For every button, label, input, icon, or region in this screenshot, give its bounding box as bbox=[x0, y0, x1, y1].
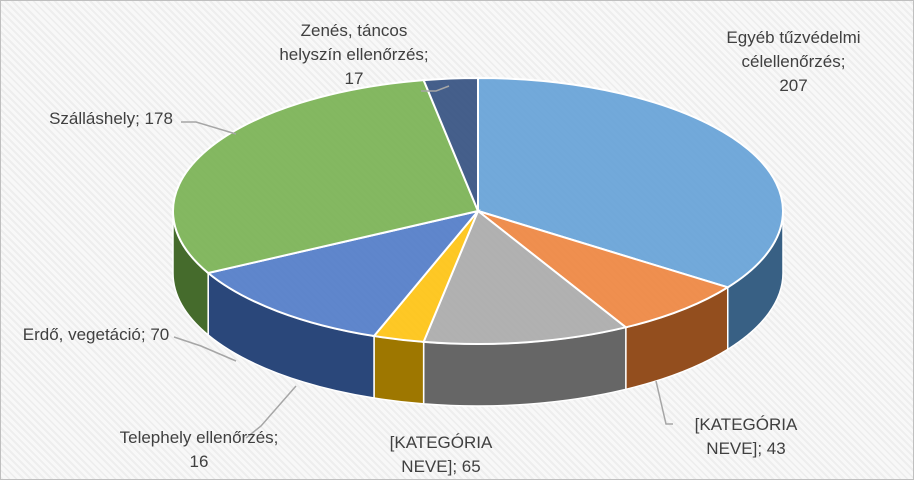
label-part: [KATEGÓRIA NEVE] bbox=[389, 433, 498, 476]
label-part: 207 bbox=[779, 76, 808, 95]
label-part: 17 bbox=[344, 69, 364, 88]
label-part: 65 bbox=[461, 457, 481, 476]
label-part: 178 bbox=[144, 109, 173, 128]
label-part: Erdő, vegetáció bbox=[22, 325, 141, 344]
data-label: [KATEGÓRIA NEVE]; 65 bbox=[366, 431, 516, 479]
label-part: 16 bbox=[189, 452, 209, 471]
leader-line bbox=[181, 121, 237, 135]
slice bbox=[422, 209, 629, 345]
label-part: Szálláshely bbox=[49, 109, 136, 128]
data-label: Szálláshely; 178 bbox=[21, 107, 201, 131]
data-label: Telephely ellenőrzés; 16 bbox=[119, 426, 279, 474]
slice-side bbox=[373, 335, 425, 405]
slice bbox=[477, 210, 731, 329]
label-part: ; bbox=[452, 457, 462, 476]
slice bbox=[205, 209, 481, 338]
label-part: Egyéb tűzvédelmi célellenőrzés bbox=[726, 28, 866, 71]
slice bbox=[422, 76, 479, 212]
data-label: Egyéb tűzvédelmi célellenőrzés; 207 bbox=[726, 26, 861, 98]
leader-line bbox=[421, 85, 450, 92]
label-part: ; bbox=[140, 325, 151, 344]
leader-line bbox=[245, 385, 297, 439]
label-part: [KATEGÓRIA NEVE] bbox=[694, 415, 803, 458]
label-part: 43 bbox=[766, 439, 786, 458]
label-part: ; bbox=[273, 428, 284, 447]
label-part: ; bbox=[135, 109, 145, 128]
label-part: ; bbox=[423, 45, 434, 64]
data-label: Erdő, vegetáció; 70 bbox=[11, 323, 181, 347]
data-label: [KATEGÓRIA NEVE]; 43 bbox=[671, 413, 821, 461]
label-part: ; bbox=[757, 439, 767, 458]
label-part: Telephely ellenőrzés bbox=[119, 428, 274, 447]
label-part: Zenés, táncos helyszín ellenőrzés bbox=[279, 21, 424, 64]
leader-line bbox=[655, 380, 673, 425]
data-label: Zenés, táncos helyszín ellenőrzés; 17 bbox=[269, 19, 439, 91]
leader-line bbox=[173, 336, 237, 362]
label-part: 70 bbox=[150, 325, 170, 344]
label-part: ; bbox=[840, 52, 851, 71]
slice bbox=[172, 79, 480, 275]
slice bbox=[477, 76, 784, 289]
